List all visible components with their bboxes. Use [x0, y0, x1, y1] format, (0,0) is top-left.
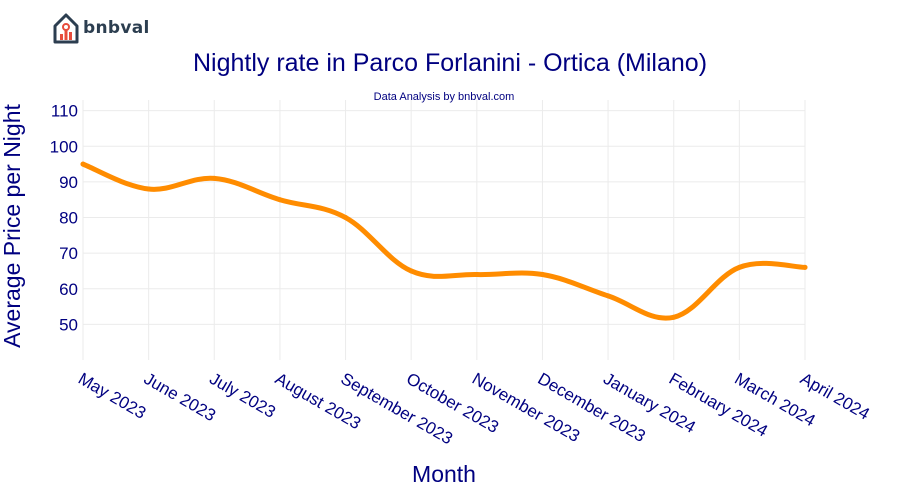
chart-title: Nightly rate in Parco Forlanini - Ortica…	[193, 49, 707, 77]
y-tick-label: 50	[59, 315, 78, 334]
x-tick-label: May 2023	[75, 369, 149, 423]
y-tick-label: 60	[59, 280, 78, 299]
y-tick-label: 90	[59, 173, 78, 192]
y-axis-ticks: 50 60 70 80 90 100 110	[50, 102, 78, 335]
series-layer	[80, 161, 808, 321]
data-point	[408, 268, 414, 274]
data-point	[736, 264, 742, 270]
brand-logo: bnbval	[53, 12, 150, 44]
series-line	[80, 161, 808, 321]
data-point	[671, 314, 677, 320]
data-point	[80, 161, 86, 167]
brand-name: bnbval	[83, 18, 150, 38]
data-point	[605, 293, 611, 299]
grid	[82, 100, 806, 360]
x-tick-label: December 2023	[534, 369, 648, 446]
x-tick-label: September 2023	[338, 369, 456, 448]
data-point	[539, 272, 545, 278]
y-tick-label: 80	[59, 209, 78, 228]
x-tick-label: November 2023	[469, 369, 583, 446]
data-point	[474, 272, 480, 278]
y-tick-label: 100	[50, 137, 78, 156]
x-axis-title: Month	[412, 461, 476, 487]
house-chart-icon	[53, 13, 79, 44]
y-axis-title: Average Price per Night	[0, 104, 25, 348]
data-point	[277, 197, 283, 203]
data-point	[802, 264, 808, 270]
data-point	[146, 186, 152, 192]
chart-subtitle: Data Analysis by bnbval.com	[374, 91, 515, 103]
x-tick-label: June 2023	[141, 369, 219, 425]
y-tick-label: 110	[51, 102, 78, 121]
data-point	[211, 175, 217, 181]
y-tick-label: 70	[59, 244, 78, 263]
x-tick-label: July 2023	[206, 369, 279, 422]
data-point	[343, 215, 349, 221]
